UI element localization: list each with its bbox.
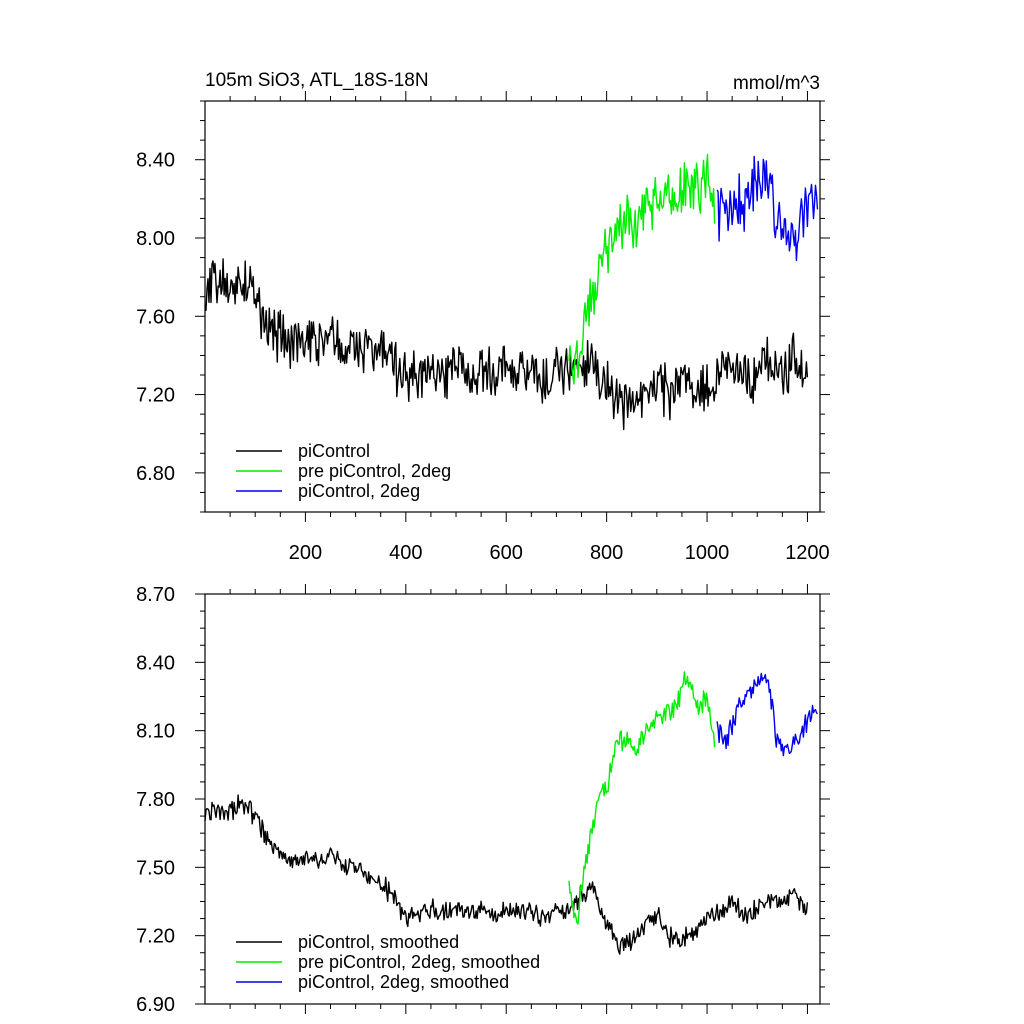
legend-label: pre piControl, 2deg — [298, 461, 451, 481]
x-tick-label: 200 — [289, 542, 322, 564]
legend-label: piControl, 2deg, smoothed — [298, 972, 509, 992]
axis-ticks: 6.90 7.20 7.50 7.80 8.10 8.40 8.70 — [136, 584, 830, 1016]
series-line — [204, 794, 809, 955]
y-tick-label: 8.00 — [136, 228, 175, 250]
y-tick-label: 7.60 — [136, 306, 175, 328]
y-tick-label: 7.20 — [136, 385, 175, 407]
x-tick-label: 400 — [389, 542, 422, 564]
legend-label: piControl, smoothed — [298, 932, 459, 952]
x-tick-label: 800 — [590, 542, 623, 564]
axis-ticks: 200 400 600 800 1000 1200 6.80 7.20 7.60 8.00 8.40 — [136, 91, 830, 564]
series-line — [568, 671, 716, 925]
y-tick-label: 6.90 — [136, 994, 175, 1016]
legend-label: piControl, 2deg — [298, 481, 420, 501]
series-line — [716, 155, 819, 262]
units-label: mmol/m^3 — [733, 73, 820, 94]
plot-frame — [204, 100, 821, 513]
y-tick-label: 7.50 — [136, 857, 175, 879]
chart-title: 105m SiO3, ATL_18S-18N — [205, 70, 429, 91]
y-tick-label: 8.70 — [136, 584, 175, 606]
y-tick-label: 8.40 — [136, 652, 175, 674]
y-tick-label: 6.80 — [136, 463, 175, 485]
y-tick-label: 7.80 — [136, 789, 175, 811]
x-tick-label: 600 — [490, 542, 523, 564]
top-panel: 105m SiO3, ATL_18S-18N mmol/m^3 200 400 60… — [136, 70, 830, 564]
series-group — [204, 153, 819, 431]
y-tick-label: 8.40 — [136, 150, 175, 172]
series-line — [204, 258, 809, 431]
y-tick-label: 7.20 — [136, 926, 175, 948]
series-line — [568, 153, 716, 385]
y-tick-label: 8.10 — [136, 721, 175, 743]
x-tick-label: 1200 — [785, 542, 830, 564]
legend-label: piControl — [298, 441, 370, 461]
legend-label: pre piControl, 2deg, smoothed — [298, 952, 540, 972]
bottom-panel: 6.90 7.20 7.50 7.80 8.10 8.40 8.70 piControl, … — [136, 584, 830, 1016]
series-line — [716, 672, 819, 757]
x-tick-label: 1000 — [685, 542, 730, 564]
series-group — [204, 671, 819, 955]
